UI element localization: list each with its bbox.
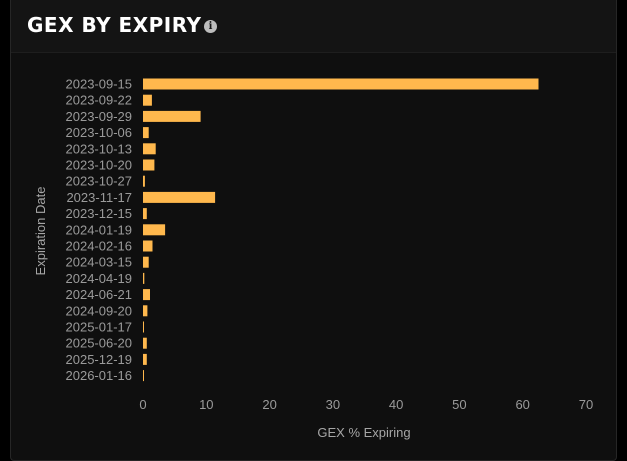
y-tick-label: 2023-09-15 [66, 77, 133, 92]
y-tick-label: 2024-04-19 [66, 271, 133, 286]
bar-2025-12-19[interactable] [143, 353, 147, 365]
y-tick-label: 2024-03-15 [66, 255, 133, 270]
gex-by-expiry-panel: GEX BY EXPIRY i [10, 0, 617, 461]
bar-2023-10-13[interactable] [143, 143, 156, 155]
y-tick-label: 2025-12-19 [66, 352, 133, 367]
bar-2023-09-22[interactable] [143, 94, 152, 106]
bar-2024-02-16[interactable] [143, 240, 153, 252]
bar-2025-01-17[interactable] [143, 321, 144, 333]
y-tick-label: 2023-10-06 [66, 125, 133, 140]
x-tick-label: 50 [452, 397, 466, 412]
y-tick-label: 2023-10-27 [66, 174, 133, 189]
x-tick-label: 60 [515, 397, 529, 412]
bar-2023-10-06[interactable] [143, 127, 149, 139]
y-tick-label: 2025-06-20 [66, 336, 133, 351]
bar-2023-09-15[interactable] [143, 78, 539, 90]
y-tick-label: 2023-09-29 [66, 109, 133, 124]
y-tick-labels: 2023-09-152023-09-222023-09-292023-10-06… [66, 77, 133, 384]
y-tick-label: 2023-12-15 [66, 206, 133, 221]
info-icon[interactable]: i [204, 20, 217, 33]
bar-2023-10-27[interactable] [143, 175, 145, 187]
x-tick-label: 0 [139, 397, 146, 412]
bar-2024-03-15[interactable] [143, 256, 149, 268]
bar-2023-10-20[interactable] [143, 159, 155, 171]
y-tick-label: 2023-10-20 [66, 158, 133, 173]
bars-layer [143, 78, 539, 382]
bar-2026-01-16[interactable] [143, 370, 144, 382]
x-tick-label: 10 [199, 397, 213, 412]
y-tick-label: 2024-09-20 [66, 303, 133, 318]
bar-2024-09-20[interactable] [143, 305, 148, 317]
y-axis-title: Expiration Date [33, 187, 48, 276]
y-tick-label: 2023-10-13 [66, 141, 133, 156]
y-tick-label: 2026-01-16 [66, 368, 133, 383]
bar-2024-04-19[interactable] [143, 272, 145, 284]
x-tick-label: 30 [326, 397, 340, 412]
bar-2023-09-29[interactable] [143, 110, 201, 122]
panel-header: GEX BY EXPIRY i [11, 0, 616, 53]
y-tick-label: 2023-09-22 [66, 93, 133, 108]
y-tick-label: 2024-01-19 [66, 222, 133, 237]
bar-2023-12-15[interactable] [143, 208, 147, 220]
y-tick-label: 2024-02-16 [66, 239, 133, 254]
bar-2023-11-17[interactable] [143, 191, 216, 203]
x-tick-label: 70 [579, 397, 593, 412]
x-axis-title: GEX % Expiring [317, 425, 410, 440]
y-tick-label: 2025-01-17 [66, 320, 133, 335]
x-tick-labels: 0 10 20 30 40 50 60 70 [139, 397, 593, 412]
bar-2024-01-19[interactable] [143, 224, 166, 236]
bar-2025-06-20[interactable] [143, 337, 147, 349]
x-tick-label: 40 [389, 397, 403, 412]
y-tick-label: 2023-11-17 [66, 190, 132, 205]
y-tick-label: 2024-06-21 [66, 287, 133, 302]
x-tick-label: 20 [262, 397, 276, 412]
panel-title: GEX BY EXPIRY [27, 13, 202, 37]
bar-2024-06-21[interactable] [143, 289, 150, 301]
